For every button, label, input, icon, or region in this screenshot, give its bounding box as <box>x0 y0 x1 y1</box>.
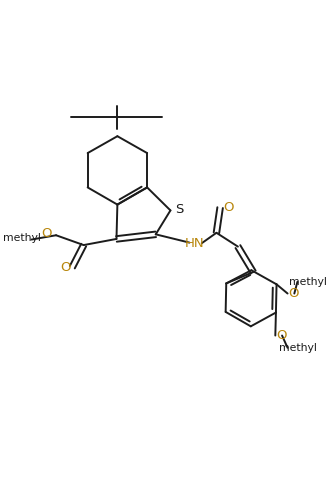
Text: O: O <box>276 329 287 342</box>
Text: S: S <box>175 203 184 216</box>
Text: O: O <box>288 287 299 300</box>
Text: methyl: methyl <box>3 233 41 243</box>
Text: methyl: methyl <box>279 343 317 353</box>
Text: O: O <box>60 261 71 274</box>
Text: methyl: methyl <box>290 277 327 287</box>
Text: HN: HN <box>185 237 205 250</box>
Text: O: O <box>42 227 52 240</box>
Text: O: O <box>223 200 233 213</box>
